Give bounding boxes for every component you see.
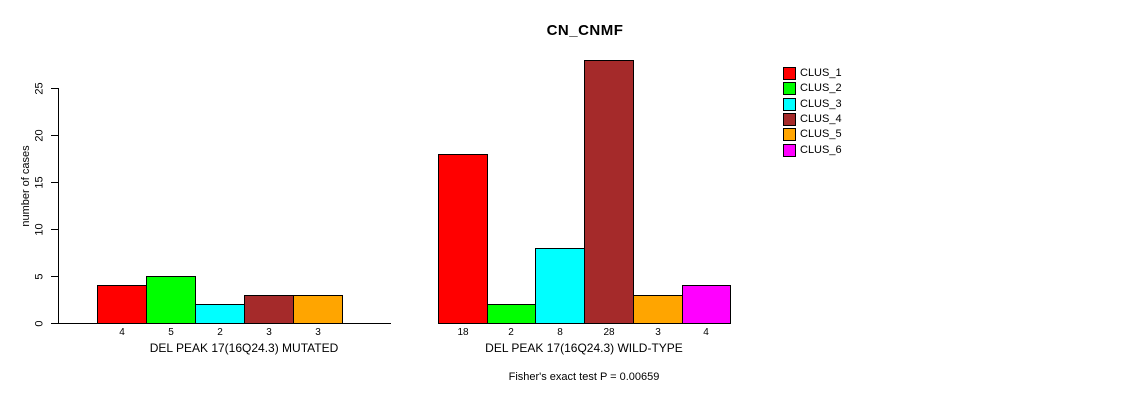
legend-label-clus_3: CLUS_3 bbox=[800, 98, 842, 110]
y-tick-label-20: 20 bbox=[33, 129, 46, 142]
bar-clus_4-group-1 bbox=[244, 295, 294, 324]
y-tick-label-5: 5 bbox=[33, 273, 46, 280]
legend-swatch-clus_2 bbox=[783, 82, 796, 95]
bar-clus_2-group-1 bbox=[146, 276, 196, 324]
bar-value-label-group-1-clus_2: 5 bbox=[168, 327, 174, 338]
y-tick-label-10: 10 bbox=[33, 223, 46, 236]
fisher-test-annotation: Fisher's exact test P = 0.00659 bbox=[508, 371, 660, 383]
bar-value-label-group-2-clus_4: 28 bbox=[603, 327, 615, 338]
bar-value-label-group-1-clus_5: 3 bbox=[315, 327, 321, 338]
bar-value-label-group-2-clus_6: 4 bbox=[703, 327, 709, 338]
y-tick-15 bbox=[51, 182, 58, 183]
legend-swatch-clus_5 bbox=[783, 128, 796, 141]
legend-swatch-clus_6 bbox=[783, 144, 796, 157]
bar-value-label-group-2-clus_2: 2 bbox=[508, 327, 514, 338]
bar-value-label-group-2-clus_3: 8 bbox=[557, 327, 563, 338]
y-tick-5 bbox=[51, 276, 58, 277]
bar-clus_5-group-1 bbox=[293, 295, 343, 324]
legend-swatch-clus_4 bbox=[783, 113, 796, 126]
bar-clus_5-group-2 bbox=[633, 295, 683, 324]
bar-clus_3-group-1 bbox=[195, 304, 245, 324]
legend-label-clus_6: CLUS_6 bbox=[800, 144, 842, 156]
legend-swatch-clus_3 bbox=[783, 98, 796, 111]
bar-value-label-group-1-clus_1: 4 bbox=[119, 327, 125, 338]
group-label-mutated: DEL PEAK 17(16Q24.3) MUTATED bbox=[149, 341, 339, 355]
bar-value-label-group-2-clus_5: 3 bbox=[655, 327, 661, 338]
bar-clus_3-group-2 bbox=[535, 248, 585, 324]
bar-clus_1-group-2 bbox=[438, 154, 488, 324]
y-tick-label-0: 0 bbox=[33, 320, 46, 327]
bar-clus_1-group-1 bbox=[97, 285, 147, 324]
bar-value-label-group-1-clus_4: 3 bbox=[266, 327, 272, 338]
bar-clus_2-group-2 bbox=[487, 304, 536, 324]
chart-title: CN_CNMF bbox=[546, 22, 624, 39]
y-tick-25 bbox=[51, 88, 58, 89]
y-tick-0 bbox=[51, 323, 58, 324]
y-axis-line bbox=[58, 88, 59, 324]
group-label-wild-type: DEL PEAK 17(16Q24.3) WILD-TYPE bbox=[485, 341, 683, 355]
legend-label-clus_2: CLUS_2 bbox=[800, 82, 842, 94]
y-tick-label-25: 25 bbox=[33, 82, 46, 95]
bar-clus_4-group-2 bbox=[584, 60, 634, 324]
bar-value-label-group-2-clus_1: 18 bbox=[457, 327, 469, 338]
y-tick-20 bbox=[51, 135, 58, 136]
y-tick-10 bbox=[51, 229, 58, 230]
legend-label-clus_4: CLUS_4 bbox=[800, 113, 842, 125]
legend-swatch-clus_1 bbox=[783, 67, 796, 80]
legend-label-clus_5: CLUS_5 bbox=[800, 128, 842, 140]
y-tick-label-15: 15 bbox=[33, 176, 46, 189]
bar-value-label-group-1-clus_3: 2 bbox=[217, 327, 223, 338]
bar-clus_6-group-2 bbox=[682, 285, 731, 324]
legend-label-clus_1: CLUS_1 bbox=[800, 67, 842, 79]
y-axis-label: number of cases bbox=[20, 145, 32, 227]
